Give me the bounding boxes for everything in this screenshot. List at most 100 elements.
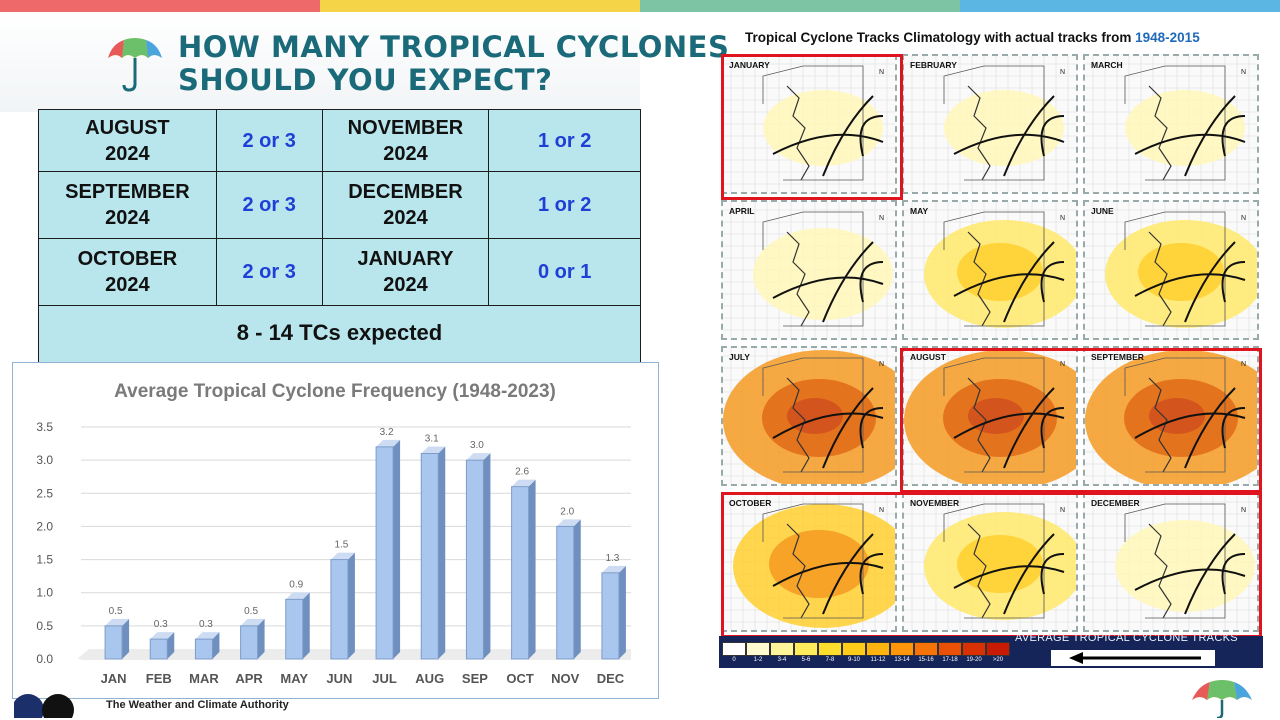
x-tick-label: JUN: [326, 671, 352, 686]
map-january: N JANUARY: [721, 54, 897, 194]
map-month-label: DECEMBER: [1091, 498, 1140, 508]
map-december: N DECEMBER: [1083, 492, 1259, 632]
map-may: N MAY: [902, 200, 1078, 340]
track-map-graphic: N: [723, 56, 895, 192]
legend-tick: >20: [992, 657, 1004, 663]
bar-top: [466, 453, 491, 461]
map-month-label: MARCH: [1091, 60, 1123, 70]
x-tick-label: SEP: [462, 671, 488, 686]
svg-text:N: N: [1241, 215, 1246, 222]
legend-tick: 19-20: [966, 657, 982, 663]
svg-text:N: N: [879, 215, 884, 222]
data-label: 0.5: [109, 606, 123, 617]
track-legend-caption: AVERAGE TROPICAL CYCLONE TRACKS: [1015, 632, 1238, 644]
bar-top: [376, 439, 401, 447]
bar-side: [618, 565, 626, 659]
bar-side: [212, 632, 220, 659]
bar-side: [483, 453, 491, 659]
map-september: N SEPTEMBER: [1083, 346, 1259, 486]
month-cell: OCTOBER 2024: [38, 238, 217, 306]
month-year: 2024: [105, 207, 150, 229]
legend-tick: 11-12: [870, 657, 886, 663]
legend-color-scale: [722, 642, 1010, 664]
map-month-label: NOVEMBER: [910, 498, 960, 508]
map-august: N AUGUST: [902, 346, 1078, 486]
frequency-bar-chart: Average Tropical Cyclone Frequency (1948…: [36, 381, 631, 686]
svg-text:N: N: [1060, 361, 1065, 368]
map-february: N FEBRUARY: [902, 54, 1078, 194]
legend-swatch: [794, 642, 818, 656]
table-row: AUGUST 2024 2 or 3 NOVEMBER 2024 1 or 2: [38, 109, 641, 172]
bar-side: [257, 618, 265, 659]
data-label: 3.1: [425, 434, 439, 445]
svg-text:N: N: [1060, 215, 1065, 222]
y-tick-label: 2.5: [36, 486, 53, 500]
x-tick-label: NOV: [551, 671, 580, 686]
x-tick-label: OCT: [506, 671, 534, 686]
bar-top: [285, 592, 310, 600]
data-label: 1.3: [605, 553, 619, 564]
bar-side: [528, 479, 536, 659]
track-map-graphic: N: [1085, 494, 1257, 630]
bar: [465, 459, 484, 660]
bar-top: [511, 479, 536, 487]
month-cell: NOVEMBER 2024: [321, 109, 490, 172]
legend-tick: 17-18: [942, 657, 958, 663]
legend-swatch: [842, 642, 866, 656]
svg-text:N: N: [879, 69, 884, 76]
track-map-graphic: N: [904, 348, 1076, 484]
month-year: 2024: [383, 274, 428, 296]
bar: [556, 525, 575, 660]
legend-tick: 15-16: [918, 657, 934, 663]
month-cell: AUGUST 2024: [38, 109, 217, 172]
bar: [240, 625, 259, 660]
climatology-map-grid: N JANUARY N FEBRUARY N MARCH N APRIL N MAY N JUNE N J…: [719, 52, 1263, 638]
map-april: N APRIL: [721, 200, 897, 340]
bar: [330, 559, 349, 660]
legend-swatch: [962, 642, 986, 656]
svg-text:N: N: [879, 361, 884, 368]
legend-tick: 7-8: [825, 657, 835, 663]
arrow-left-icon: [1069, 652, 1201, 664]
count-cell: 1 or 2: [488, 171, 641, 239]
bar: [601, 572, 620, 660]
map-june: N JUNE: [1083, 200, 1259, 340]
bar: [420, 453, 439, 660]
table-total-row: 8 - 14 TCs expected: [38, 305, 641, 366]
top-bar-segment-green: [640, 0, 960, 12]
month-year: 2024: [105, 142, 150, 165]
track-map-graphic: N: [904, 56, 1076, 192]
data-label: 2.6: [515, 467, 529, 478]
legend-tick-labels: 0 1-2 3-4 5-6 7-8 9-10 11-12 13-14 15-16 17-18 19-…: [722, 657, 1010, 663]
legend-swatch: [938, 642, 962, 656]
map-month-label: APRIL: [729, 206, 755, 216]
map-november: N NOVEMBER: [902, 492, 1078, 632]
legend-tick: 13-14: [894, 657, 910, 663]
svg-text:N: N: [1060, 507, 1065, 514]
x-tick-label: APR: [235, 671, 263, 686]
month-cell: JANUARY 2024: [321, 238, 490, 306]
agency-logo: [14, 694, 74, 718]
bar: [194, 638, 213, 660]
map-month-label: FEBRUARY: [910, 60, 957, 70]
month-name: OCTOBER: [77, 248, 178, 270]
count-cell: 1 or 2: [488, 109, 641, 172]
data-label: 0.3: [199, 619, 213, 630]
bar: [511, 486, 530, 660]
data-label: 2.0: [560, 506, 574, 517]
track-legend-arrow-box: [1051, 650, 1215, 666]
legend-swatch: [890, 642, 914, 656]
top-color-bar: [0, 0, 1280, 12]
title-line-2: SHOULD YOU EXPECT?: [178, 63, 553, 97]
track-map-graphic: N: [723, 494, 895, 630]
legend-swatch: [722, 642, 746, 656]
bar-side: [167, 632, 175, 659]
bar-top: [601, 565, 626, 573]
x-tick-label: MAR: [189, 671, 219, 686]
x-tick-label: DEC: [597, 671, 625, 686]
map-month-label: JUNE: [1091, 206, 1114, 216]
x-tick-label: JUL: [372, 671, 397, 686]
bar: [285, 598, 304, 660]
map-march: N MARCH: [1083, 54, 1259, 194]
bar-side: [347, 552, 355, 659]
